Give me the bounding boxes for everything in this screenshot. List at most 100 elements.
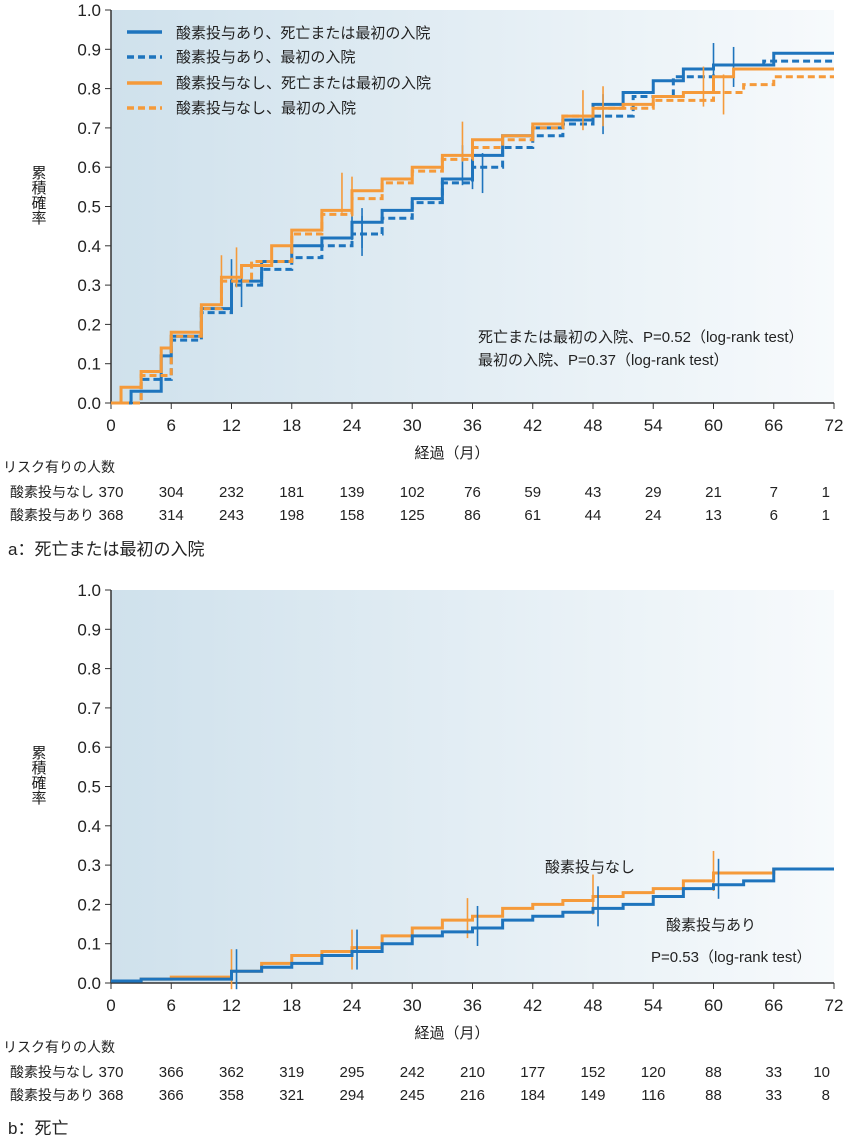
- y-tick-label: 0.7: [77, 699, 101, 718]
- x-tick-label: 66: [764, 996, 783, 1015]
- risk-count: 33: [765, 1064, 782, 1081]
- risk-count: 368: [98, 507, 123, 524]
- risk-count: 139: [339, 484, 364, 501]
- x-axis-label: 経過（月）: [414, 1025, 489, 1042]
- x-tick-label: 24: [343, 996, 362, 1015]
- risk-count: 358: [219, 1087, 244, 1104]
- y-tick-label: 0.8: [77, 80, 101, 99]
- pvalue-annotation: 死亡または最初の入院、P=0.52（log-rank test）: [478, 328, 804, 346]
- risk-count: 13: [705, 507, 722, 524]
- y-tick-label: 0.0: [77, 974, 101, 993]
- risk-count: 120: [641, 1064, 666, 1081]
- y-tick-label: 0.4: [77, 817, 101, 836]
- risk-count: 366: [159, 1087, 184, 1104]
- risk-count: 370: [98, 1064, 123, 1081]
- risk-count: 24: [645, 507, 662, 524]
- y-tick-label: 0.3: [77, 276, 101, 295]
- series-label-with-oxygen: 酸素投与あり: [666, 917, 756, 934]
- panel-label-b: b：死亡: [8, 1119, 68, 1138]
- x-tick-label: 72: [825, 996, 844, 1015]
- y-tick-label: 1.0: [77, 1, 101, 20]
- series-line: [111, 75, 834, 405]
- risk-count: 294: [339, 1087, 364, 1104]
- risk-count: 76: [464, 484, 481, 501]
- x-tick-label: 30: [403, 996, 422, 1015]
- risk-count: 7: [770, 484, 778, 501]
- risk-count: 21: [705, 484, 722, 501]
- risk-count: 125: [400, 507, 425, 524]
- y-axis-label: 累積確率: [30, 165, 47, 225]
- risk-row-label: 酸素投与あり: [10, 507, 94, 523]
- risk-count: 362: [219, 1064, 244, 1081]
- y-tick-label: 0.9: [77, 620, 101, 639]
- risk-count: 8: [822, 1087, 830, 1104]
- risk-table-title: リスク有りの人数: [3, 1039, 115, 1055]
- risk-count: 295: [339, 1064, 364, 1081]
- x-tick-label: 54: [644, 416, 663, 435]
- risk-count: 198: [279, 507, 304, 524]
- legend-label: 酸素投与あり、死亡または最初の入院: [176, 24, 430, 42]
- series-line: [111, 867, 834, 983]
- risk-count: 61: [524, 507, 541, 524]
- risk-count: 232: [219, 484, 244, 501]
- risk-count: 242: [400, 1064, 425, 1081]
- risk-count: 210: [460, 1064, 485, 1081]
- risk-count: 43: [585, 484, 602, 501]
- y-tick-label: 0.0: [77, 394, 101, 413]
- risk-table-title: リスク有りの人数: [3, 459, 115, 475]
- risk-count: 86: [464, 507, 481, 524]
- x-tick-label: 42: [523, 996, 542, 1015]
- x-tick-label: 0: [106, 416, 115, 435]
- x-tick-label: 6: [167, 416, 176, 435]
- y-tick-label: 1.0: [77, 581, 101, 600]
- risk-count: 319: [279, 1064, 304, 1081]
- chart-a: 0.0 0.1 0.2 0.3 0.4 0.5 0.6 0.7 0.8 0.9 1.0 0 6 12 18 2…: [3, 1, 843, 524]
- x-tick-label: 30: [403, 416, 422, 435]
- panel-label-a: a：死亡または最初の入院: [8, 540, 204, 559]
- x-tick-label: 18: [282, 996, 301, 1015]
- risk-row-label: 酸素投与なし: [10, 1064, 94, 1080]
- x-tick-label: 42: [523, 416, 542, 435]
- x-tick-label: 0: [106, 996, 115, 1015]
- risk-count: 149: [580, 1087, 605, 1104]
- x-axis-label: 経過（月）: [414, 445, 489, 462]
- y-tick-label: 0.2: [77, 315, 101, 334]
- x-tick-label: 12: [222, 996, 241, 1015]
- y-tick-label: 0.5: [77, 198, 101, 217]
- x-tick-label: 60: [704, 416, 723, 435]
- x-tick-label: 48: [584, 416, 603, 435]
- risk-count: 158: [339, 507, 364, 524]
- risk-count: 177: [520, 1064, 545, 1081]
- pvalue-annotation: P=0.53（log-rank test）: [651, 949, 812, 966]
- y-tick-label: 0.8: [77, 660, 101, 679]
- y-tick-label: 0.2: [77, 895, 101, 914]
- chart-b: 0.0 0.1 0.2 0.3 0.4 0.5 0.6 0.7 0.8 0.9 1.0 0 6 12 18 2…: [3, 581, 843, 1104]
- risk-count: 314: [159, 507, 184, 524]
- y-axis-label: 累積確率: [30, 745, 47, 805]
- y-tick-label: 0.1: [77, 935, 101, 954]
- risk-count: 304: [159, 484, 184, 501]
- y-tick-label: 0.5: [77, 778, 101, 797]
- legend: 酸素投与あり、死亡または最初の入院 酸素投与あり、最初の入院 酸素投与なし、死亡…: [127, 24, 431, 117]
- risk-count: 116: [641, 1087, 665, 1104]
- risk-count: 368: [98, 1087, 123, 1104]
- risk-count: 216: [460, 1087, 485, 1104]
- x-tick-label: 36: [463, 996, 482, 1015]
- y-tick-label: 0.6: [77, 158, 101, 177]
- risk-count: 33: [765, 1087, 782, 1104]
- risk-count: 370: [98, 484, 123, 501]
- risk-count: 10: [813, 1064, 830, 1081]
- y-tick-label: 0.1: [77, 355, 101, 374]
- risk-count: 102: [400, 484, 425, 501]
- x-tick-label: 48: [584, 996, 603, 1015]
- x-tick-label: 66: [764, 416, 783, 435]
- risk-count: 245: [400, 1087, 425, 1104]
- risk-count: 181: [279, 484, 304, 501]
- risk-count: 88: [705, 1087, 722, 1104]
- x-tick-label: 54: [644, 996, 663, 1015]
- x-tick-label: 36: [463, 416, 482, 435]
- risk-row-label: 酸素投与なし: [10, 484, 94, 500]
- series-line: [111, 67, 834, 405]
- risk-count: 88: [705, 1064, 722, 1081]
- risk-row-label: 酸素投与あり: [10, 1087, 94, 1103]
